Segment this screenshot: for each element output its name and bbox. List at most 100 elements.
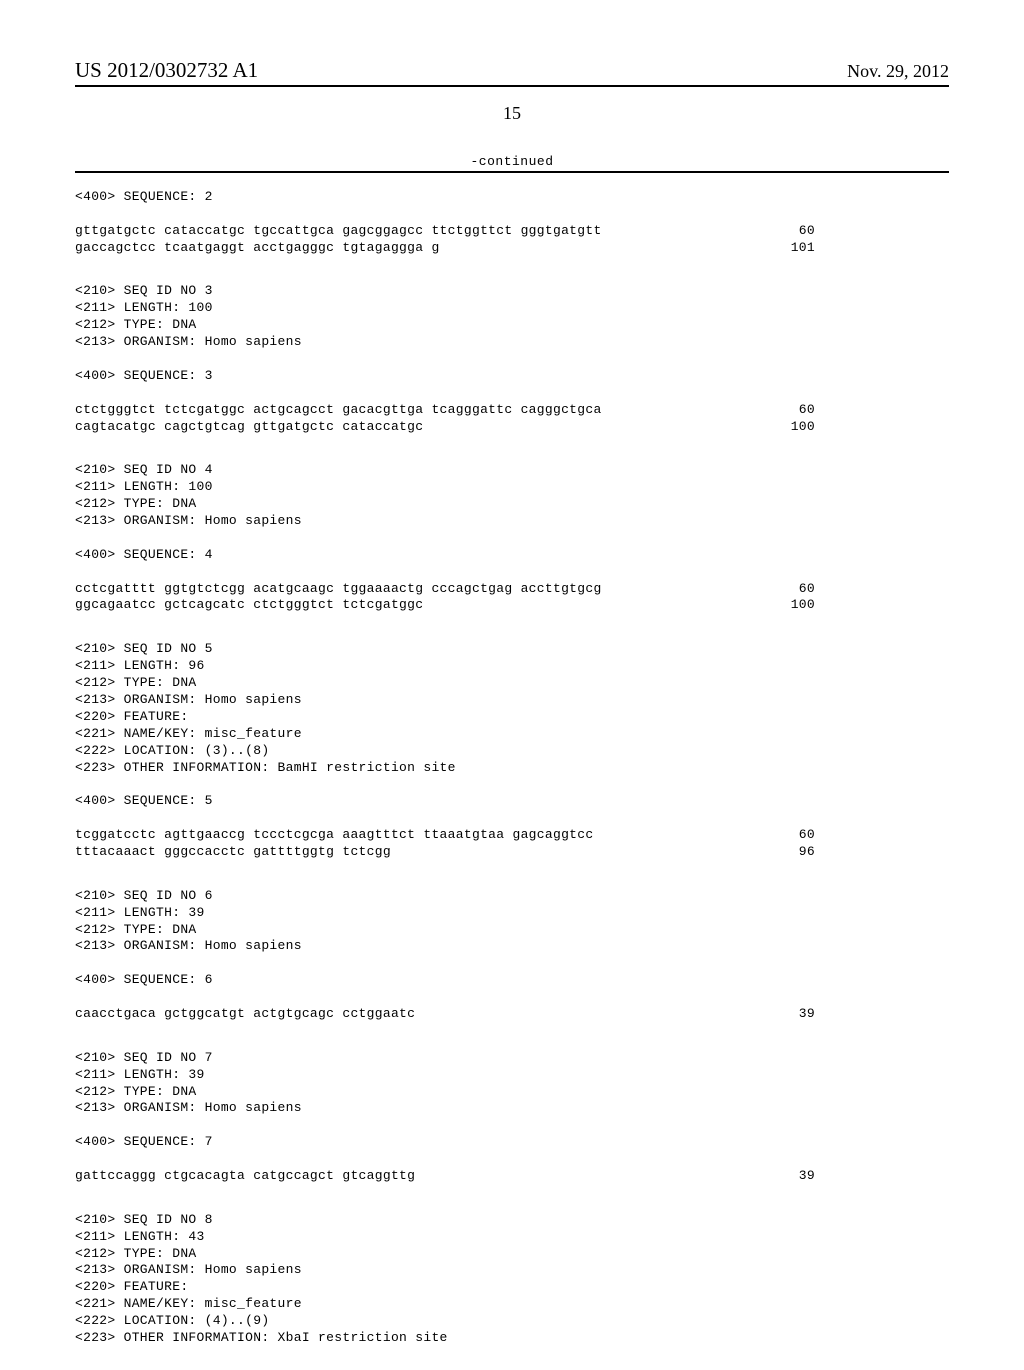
sequence-line: tcggatcctc agttgaaccg tccctcgcga aaagttt… — [75, 827, 835, 844]
sequence-block: <400> SEQUENCE: 2 gttgatgctc cataccatgc … — [75, 189, 949, 273]
sequence-line: ctctgggtct tctcgatggc actgcagcct gacacgt… — [75, 402, 835, 419]
sequence-header-line: <210> SEQ ID NO 5 — [75, 641, 949, 658]
spacer — [75, 1151, 949, 1168]
sequence-block: <210> SEQ ID NO 3<211> LENGTH: 100<212> … — [75, 283, 949, 452]
sequence-header-line: <212> TYPE: DNA — [75, 922, 949, 939]
page-number: 15 — [75, 103, 949, 124]
sequence-header-line: <211> LENGTH: 39 — [75, 905, 949, 922]
sequence-header-line: <220> FEATURE: — [75, 709, 949, 726]
sequence-header-line: <213> ORGANISM: Homo sapiens — [75, 513, 949, 530]
sequence-header-line: <223> OTHER INFORMATION: BamHI restricti… — [75, 760, 949, 777]
sequence-header-line: <213> ORGANISM: Homo sapiens — [75, 692, 949, 709]
sequence-position: 100 — [791, 419, 835, 436]
spacer — [75, 435, 949, 452]
sequence-block: <210> SEQ ID NO 5<211> LENGTH: 96<212> T… — [75, 641, 949, 877]
sequence-line: gattccaggg ctgcacagta catgccagct gtcaggt… — [75, 1168, 835, 1185]
sequence-header-line: <210> SEQ ID NO 3 — [75, 283, 949, 300]
header-rule — [75, 85, 949, 87]
sequence-block: <210> SEQ ID NO 6<211> LENGTH: 39<212> T… — [75, 888, 949, 1040]
sequence-text: gaccagctcc tcaatgaggt acctgagggc tgtagag… — [75, 240, 440, 257]
sequence-position: 60 — [799, 223, 835, 240]
sequence-position: 101 — [791, 240, 835, 257]
sequence-header-line: <210> SEQ ID NO 6 — [75, 888, 949, 905]
publication-date: Nov. 29, 2012 — [847, 61, 949, 82]
sequence-header-line — [75, 955, 949, 972]
spacer — [75, 1023, 949, 1040]
sequence-header-line: <211> LENGTH: 100 — [75, 479, 949, 496]
sequence-header-line: <210> SEQ ID NO 8 — [75, 1212, 949, 1229]
sequence-header-line: <212> TYPE: DNA — [75, 1084, 949, 1101]
sequence-block: <210> SEQ ID NO 7<211> LENGTH: 39<212> T… — [75, 1050, 949, 1202]
sequence-header-line: <400> SEQUENCE: 7 — [75, 1134, 949, 1151]
sequence-header-line: <212> TYPE: DNA — [75, 496, 949, 513]
sequence-position: 96 — [799, 844, 835, 861]
spacer — [75, 1185, 949, 1202]
sequence-header-line: <222> LOCATION: (3)..(8) — [75, 743, 949, 760]
sequence-header-line: <222> LOCATION: (4)..(9) — [75, 1313, 949, 1330]
sequence-block: <210> SEQ ID NO 4<211> LENGTH: 100<212> … — [75, 462, 949, 631]
sequence-block: <210> SEQ ID NO 8<211> LENGTH: 43<212> T… — [75, 1212, 949, 1364]
sequence-header-line — [75, 1117, 949, 1134]
sequence-line: cctcgatttt ggtgtctcgg acatgcaagc tggaaaa… — [75, 581, 835, 598]
sequence-text: ggcagaatcc gctcagcatc ctctgggtct tctcgat… — [75, 597, 423, 614]
sequence-header-line: <400> SEQUENCE: 3 — [75, 368, 949, 385]
sequence-line: gaccagctcc tcaatgaggt acctgagggc tgtagag… — [75, 240, 835, 257]
sequence-header-line: <400> SEQUENCE: 5 — [75, 793, 949, 810]
spacer — [75, 385, 949, 402]
sequence-text: gattccaggg ctgcacagta catgccagct gtcaggt… — [75, 1168, 415, 1185]
sequence-position: 60 — [799, 402, 835, 419]
sequence-header-line: <221> NAME/KEY: misc_feature — [75, 1296, 949, 1313]
sequence-position: 39 — [799, 1006, 835, 1023]
sequence-header-line: <220> FEATURE: — [75, 1279, 949, 1296]
sequence-header-line: <210> SEQ ID NO 7 — [75, 1050, 949, 1067]
spacer — [75, 989, 949, 1006]
sequence-header-line — [75, 351, 949, 368]
sequence-header-line: <213> ORGANISM: Homo sapiens — [75, 334, 949, 351]
spacer — [75, 1347, 949, 1364]
sequence-text: cctcgatttt ggtgtctcgg acatgcaagc tggaaaa… — [75, 581, 602, 598]
sequence-header-line: <210> SEQ ID NO 4 — [75, 462, 949, 479]
sequence-header-line — [75, 776, 949, 793]
sequence-line: gttgatgctc cataccatgc tgccattgca gagcgga… — [75, 223, 835, 240]
sequence-text: cagtacatgc cagctgtcag gttgatgctc catacca… — [75, 419, 423, 436]
sequence-header-line: <211> LENGTH: 39 — [75, 1067, 949, 1084]
spacer — [75, 564, 949, 581]
sequence-header-line: <400> SEQUENCE: 6 — [75, 972, 949, 989]
header-row: US 2012/0302732 A1 Nov. 29, 2012 — [75, 40, 949, 83]
sequence-header-line: <400> SEQUENCE: 2 — [75, 189, 949, 206]
sequence-text: gttgatgctc cataccatgc tgccattgca gagcgga… — [75, 223, 602, 240]
sequence-header-line: <211> LENGTH: 100 — [75, 300, 949, 317]
sequence-header-line: <211> LENGTH: 43 — [75, 1229, 949, 1246]
sequence-header-line: <213> ORGANISM: Homo sapiens — [75, 938, 949, 955]
sequence-position: 60 — [799, 581, 835, 598]
spacer — [75, 861, 949, 878]
continued-label: -continued — [75, 154, 949, 169]
sequence-position: 60 — [799, 827, 835, 844]
sequence-text: tttacaaact gggccacctc gattttggtg tctcgg — [75, 844, 391, 861]
sequence-text: ctctgggtct tctcgatggc actgcagcct gacacgt… — [75, 402, 602, 419]
publication-number: US 2012/0302732 A1 — [75, 58, 258, 83]
sequence-text: tcggatcctc agttgaaccg tccctcgcga aaagttt… — [75, 827, 593, 844]
sequence-position: 39 — [799, 1168, 835, 1185]
sequence-header-line: <212> TYPE: DNA — [75, 675, 949, 692]
sequence-header-line: <212> TYPE: DNA — [75, 317, 949, 334]
sequence-header-line: <223> OTHER INFORMATION: XbaI restrictio… — [75, 1330, 949, 1347]
sequence-header-line: <213> ORGANISM: Homo sapiens — [75, 1100, 949, 1117]
sequence-line: ggcagaatcc gctcagcatc ctctgggtct tctcgat… — [75, 597, 835, 614]
spacer — [75, 257, 949, 274]
sequence-line: tttacaaact gggccacctc gattttggtg tctcgg 9… — [75, 844, 835, 861]
sequence-position: 100 — [791, 597, 835, 614]
sequence-header-line — [75, 530, 949, 547]
sequence-text: caacctgaca gctggcatgt actgtgcagc cctggaa… — [75, 1006, 415, 1023]
spacer — [75, 206, 949, 223]
sequence-header-line: <211> LENGTH: 96 — [75, 658, 949, 675]
sequence-line: cagtacatgc cagctgtcag gttgatgctc catacca… — [75, 419, 835, 436]
sequence-header-line: <221> NAME/KEY: misc_feature — [75, 726, 949, 743]
sequence-listing: <400> SEQUENCE: 2 gttgatgctc cataccatgc … — [75, 173, 949, 1370]
sequence-header-line: <400> SEQUENCE: 4 — [75, 547, 949, 564]
sequence-header-line: <212> TYPE: DNA — [75, 1246, 949, 1263]
spacer — [75, 614, 949, 631]
spacer — [75, 810, 949, 827]
sequence-header-line: <213> ORGANISM: Homo sapiens — [75, 1262, 949, 1279]
sequence-line: caacctgaca gctggcatgt actgtgcagc cctggaa… — [75, 1006, 835, 1023]
